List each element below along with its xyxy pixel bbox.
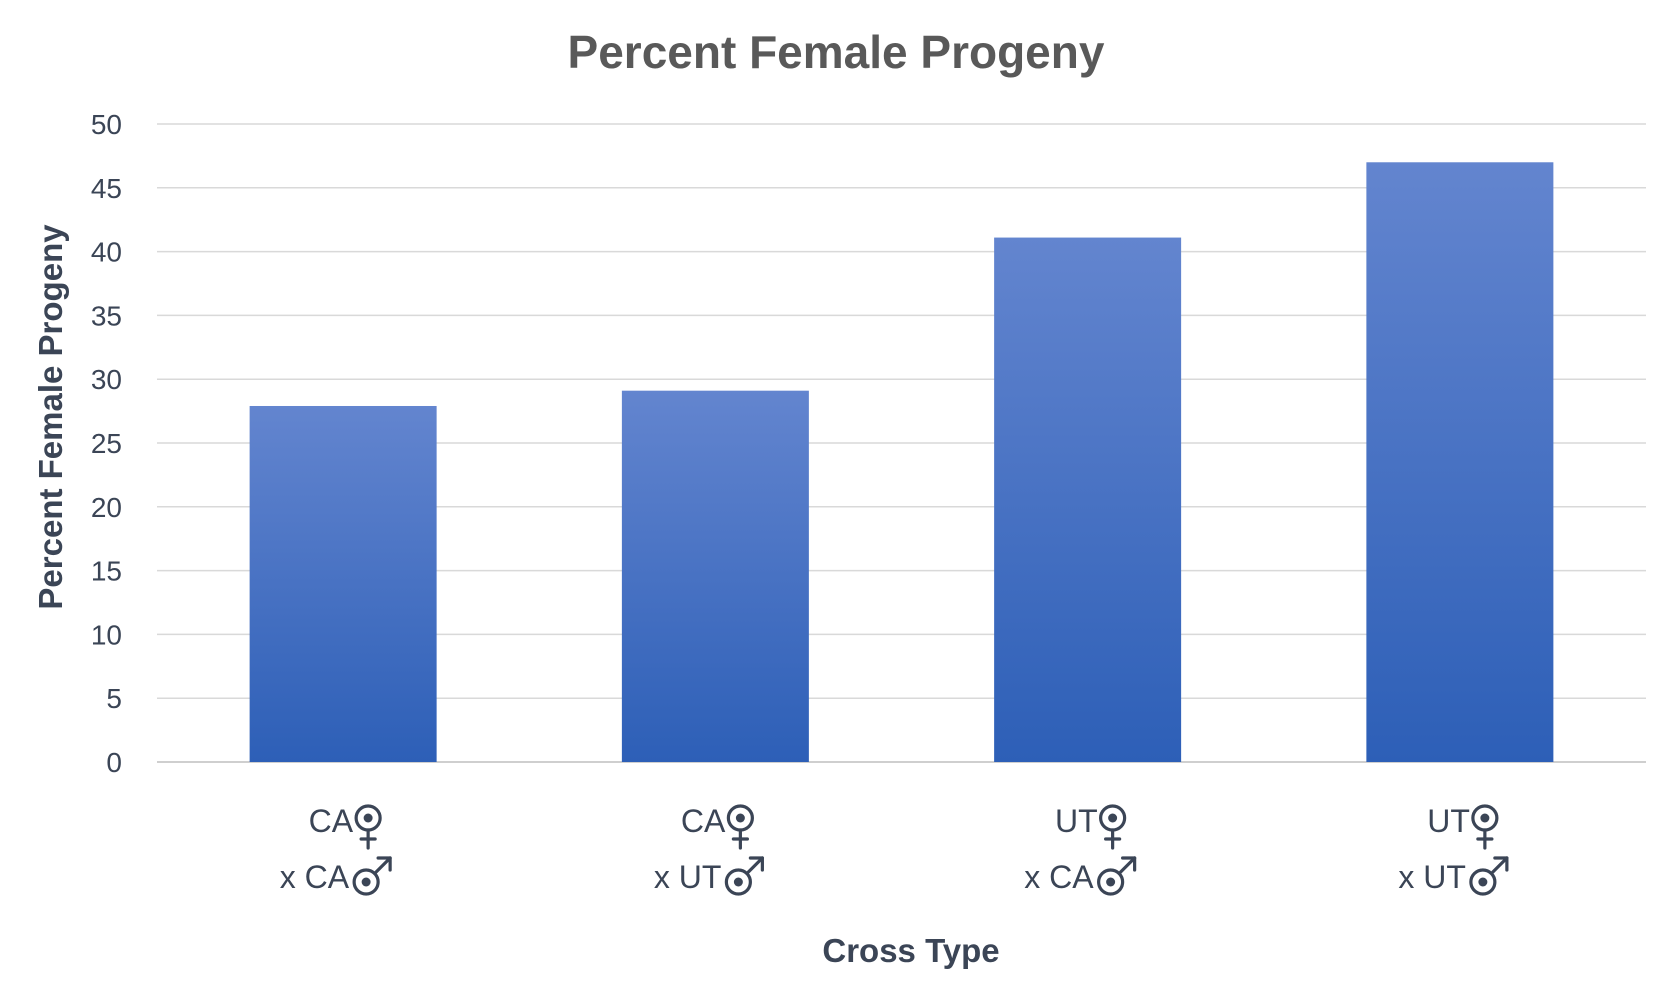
male-symbol-icon: [724, 856, 764, 896]
female-symbol-icon: [1099, 804, 1127, 850]
female-parent-label: CA: [309, 803, 354, 839]
y-tick-label: 40: [91, 237, 122, 268]
y-axis-ticks: 0 5 10 15 20 25 30 35 40 45 50: [91, 109, 122, 778]
female-symbol-icon: [1471, 804, 1499, 850]
y-tick-label: 25: [91, 428, 122, 459]
bars: [249, 162, 1554, 763]
female-parent-label: UT: [1055, 803, 1098, 839]
bar: [1366, 162, 1554, 762]
y-tick-label: 10: [91, 619, 122, 650]
y-tick-label: 15: [91, 556, 122, 587]
y-tick-label: 5: [106, 683, 122, 714]
female-parent-label: UT: [1427, 803, 1470, 839]
male-symbol-icon: [352, 856, 392, 896]
y-axis-title: Percent Female Progeny: [32, 224, 69, 610]
x-category-label: CA x CA: [280, 803, 392, 896]
female-symbol-icon: [726, 804, 754, 850]
male-parent-label: x CA: [280, 859, 350, 895]
male-parent-label: x CA: [1024, 859, 1094, 895]
x-axis-title: Cross Type: [822, 932, 999, 969]
bar: [249, 405, 437, 762]
y-tick-label: 35: [91, 300, 122, 331]
y-tick-label: 20: [91, 492, 122, 523]
male-symbol-icon: [1097, 856, 1137, 896]
y-tick-label: 50: [91, 109, 122, 140]
x-axis-categories: CA x CA CA x UT UT x CA UT x UT: [280, 803, 1509, 896]
male-parent-label: x UT: [1398, 859, 1466, 895]
female-parent-label: CA: [681, 803, 726, 839]
y-tick-label: 45: [91, 173, 122, 204]
x-category-label: UT x UT: [1398, 803, 1509, 896]
chart-title: Percent Female Progeny: [568, 26, 1105, 78]
y-tick-label: 30: [91, 364, 122, 395]
bar: [994, 237, 1182, 763]
female-symbol-icon: [354, 804, 382, 850]
male-parent-label: x UT: [654, 859, 722, 895]
y-tick-label: 0: [106, 747, 122, 778]
x-category-label: CA x UT: [654, 803, 764, 896]
x-category-label: UT x CA: [1024, 803, 1137, 896]
male-symbol-icon: [1469, 856, 1509, 896]
bar: [621, 390, 809, 762]
